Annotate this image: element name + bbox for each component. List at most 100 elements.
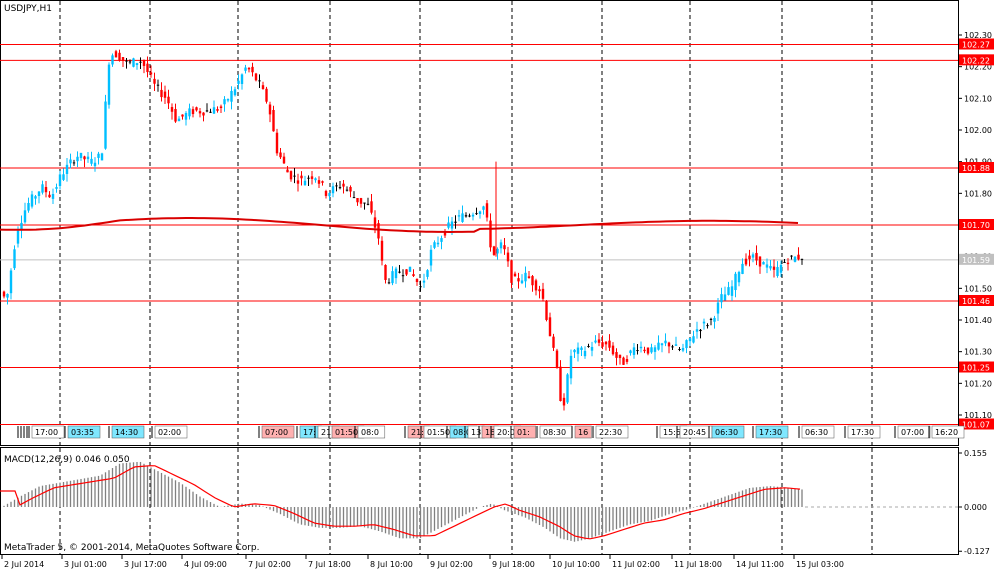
- candle-body: [797, 254, 800, 260]
- candle-body: [104, 101, 107, 149]
- time-axis-label: 4 Jul 09:00: [184, 560, 227, 569]
- candle-body: [188, 108, 191, 117]
- candle-body: [380, 240, 384, 261]
- candle-body: [601, 342, 604, 347]
- candle-body: [394, 268, 398, 279]
- candle-body: [240, 74, 244, 84]
- candle-body: [716, 302, 720, 314]
- candle-body: [524, 272, 527, 282]
- candles-group: [2, 49, 804, 411]
- current-price-tag: [959, 253, 994, 265]
- candle-body: [660, 343, 664, 346]
- candle-body: [23, 210, 27, 223]
- candle-body: [692, 336, 695, 343]
- candle-body: [338, 187, 342, 189]
- candle-body: [366, 203, 370, 205]
- candle-body: [58, 174, 62, 186]
- candle-body: [90, 158, 93, 164]
- candle-body: [219, 106, 223, 109]
- candle-body: [786, 262, 790, 265]
- candle-body: [597, 339, 601, 343]
- candle-body: [748, 255, 751, 260]
- event-tag-label: 03:35: [71, 428, 94, 437]
- candle-body: [310, 176, 314, 179]
- candle-body: [461, 213, 464, 222]
- candle-body: [321, 181, 324, 183]
- candle-body: [377, 223, 380, 239]
- candle-body: [398, 271, 401, 273]
- candle-body: [685, 340, 688, 349]
- candle-body: [527, 276, 531, 278]
- candle-body: [247, 68, 251, 70]
- price-tick-label: 101.30: [964, 348, 992, 357]
- candle-body: [450, 221, 454, 229]
- candle-body: [583, 350, 587, 357]
- candle-body: [401, 275, 405, 277]
- macd-indicator-label: MACD(12,26,9) 0.046 0.050: [4, 455, 130, 465]
- candle-body: [426, 270, 429, 277]
- candle-body: [198, 111, 202, 114]
- event-tag-label: 01:50: [427, 428, 450, 437]
- candle-body: [275, 132, 279, 154]
- candle-body: [765, 264, 769, 268]
- event-tag-label: 06:30: [805, 428, 828, 437]
- level-price-label: 101.07: [962, 421, 990, 430]
- candle-body: [534, 280, 538, 291]
- candle-body: [93, 162, 97, 167]
- candle-body: [730, 286, 734, 296]
- candle-body: [41, 184, 44, 193]
- candle-body: [559, 366, 562, 402]
- event-tag-label: 15:5: [663, 428, 681, 437]
- event-tag: [711, 425, 745, 439]
- candle-body: [681, 347, 685, 351]
- candle-body: [69, 159, 72, 164]
- time-axis-label: 8 Jul 10:00: [370, 560, 413, 569]
- candle-body: [636, 350, 639, 352]
- event-tag-label: 17:30: [851, 428, 874, 437]
- candle-body: [436, 242, 440, 245]
- event-tag: [513, 425, 536, 439]
- level-price-tag: [959, 361, 994, 373]
- candle-body: [545, 300, 548, 320]
- candle-body: [702, 321, 706, 324]
- candle-body: [709, 318, 713, 320]
- candle-body: [9, 270, 13, 294]
- candle-body: [741, 263, 744, 274]
- level-price-tag: [959, 38, 994, 50]
- candle-body: [363, 202, 366, 204]
- candle-body: [121, 57, 125, 61]
- candle-body: [356, 198, 359, 203]
- candle-body: [671, 346, 674, 348]
- candle-body: [384, 264, 387, 280]
- candle-body: [639, 346, 643, 349]
- event-tag: [801, 425, 835, 439]
- event-tag: [931, 425, 965, 439]
- candle-body: [156, 84, 160, 86]
- candle-body: [674, 344, 678, 346]
- event-tag: [574, 425, 592, 439]
- candle-body: [489, 220, 492, 248]
- candle-body: [615, 352, 618, 358]
- candle-body: [244, 67, 247, 71]
- candle-body: [370, 201, 373, 213]
- candle-body: [307, 177, 310, 179]
- copyright-text: MetaTrader 5, © 2001-2014, MetaQuotes So…: [4, 543, 260, 553]
- candle-body: [265, 88, 268, 102]
- candle-body: [517, 278, 520, 282]
- candle-body: [482, 206, 485, 210]
- event-tag-label: 17:30: [759, 428, 782, 437]
- macd-histogram: [3, 461, 803, 542]
- time-axis-label: 11 Jul 02:00: [612, 560, 660, 569]
- price-tick-label: 102.10: [964, 94, 992, 103]
- time-axis-label: 9 Jul 02:00: [430, 560, 473, 569]
- candle-body: [205, 110, 209, 112]
- candle-body: [587, 346, 590, 348]
- candle-body: [751, 254, 755, 258]
- candle-body: [713, 317, 716, 322]
- level-price-label: 101.88: [962, 164, 990, 173]
- candle-body: [618, 354, 622, 359]
- candle-body: [793, 256, 797, 262]
- event-tag-label: 08:30: [543, 428, 566, 437]
